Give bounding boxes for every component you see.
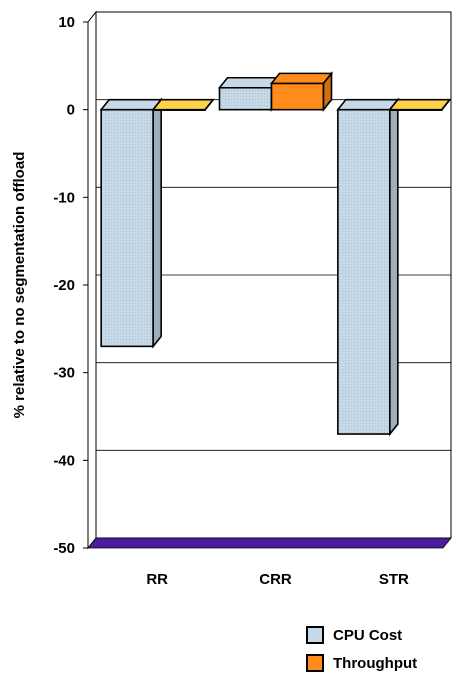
bar-throughput-crr <box>269 71 334 112</box>
bar-throughput-str <box>388 98 452 111</box>
bars <box>99 71 452 437</box>
legend-item-cpu-cost: CPU Cost <box>306 621 417 649</box>
bar-top <box>217 76 282 89</box>
bar-cpu-cost-crr <box>217 75 282 112</box>
bar-front <box>218 86 273 111</box>
y-tick-label: 10 <box>58 14 75 31</box>
x-tick-label-str: STR <box>379 571 409 588</box>
bar-top <box>99 98 163 111</box>
legend-swatch-throughput <box>306 654 324 672</box>
y-axis-title: % relative to no segmentation offload <box>11 152 28 419</box>
y-axis-ticks: 10 0 -10 -20 -30 -40 -50 <box>53 14 89 557</box>
floor-top <box>87 537 452 549</box>
y-tick-label: -20 <box>53 277 75 294</box>
bar-front <box>270 82 325 111</box>
bar-cpu-cost-rr <box>99 97 163 349</box>
x-tick-label-crr: CRR <box>259 571 292 588</box>
legend-label-throughput: Throughput <box>333 654 418 672</box>
bar-top <box>151 98 215 111</box>
bar-top <box>336 98 400 111</box>
bar-side <box>322 71 333 112</box>
y-tick-label: -40 <box>53 452 75 469</box>
y-tick-label: -30 <box>53 365 75 382</box>
bar-side <box>152 97 162 349</box>
bar-side <box>441 99 451 111</box>
chart-floor <box>87 537 452 549</box>
bar-top <box>388 98 452 111</box>
legend-swatch-cpu-cost <box>306 626 324 644</box>
y-tick-label: 0 <box>67 102 75 119</box>
bar-top <box>269 72 334 85</box>
y-tick-label: -50 <box>53 540 75 557</box>
x-tick-label-rr: RR <box>146 571 168 588</box>
side-wall <box>87 10 97 550</box>
bar-side <box>389 97 399 437</box>
bar-front <box>337 108 391 435</box>
legend-label-cpu-cost: CPU Cost <box>333 626 403 644</box>
bar-chart: 10 0 -10 -20 -30 -40 -50 RR CRR STR % relative t… <box>11 10 452 588</box>
bar-side <box>204 99 214 111</box>
y-tick-label: -10 <box>53 189 75 206</box>
x-axis-ticks: RR CRR STR <box>146 571 409 588</box>
bar-cpu-cost-str <box>336 97 400 437</box>
bar-throughput-rr <box>151 98 215 111</box>
legend: CPU Cost Throughput <box>306 621 417 677</box>
bar-front <box>100 108 154 348</box>
legend-item-throughput: Throughput <box>306 649 417 677</box>
